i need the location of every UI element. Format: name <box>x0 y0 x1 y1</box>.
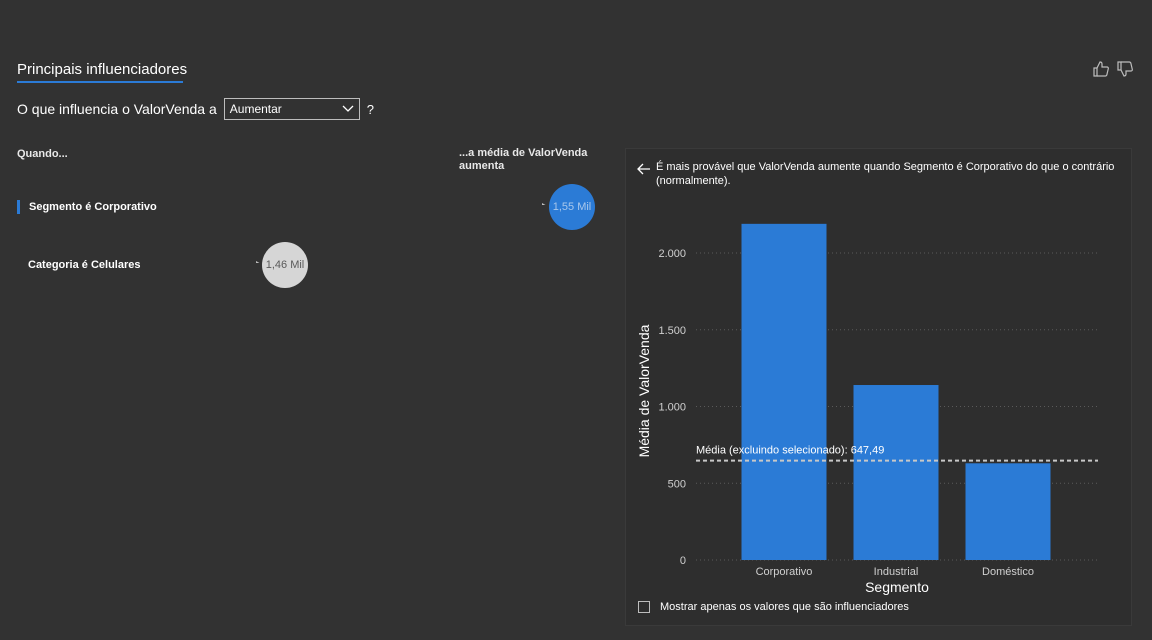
selection-indicator <box>17 200 20 214</box>
influence-bubble[interactable]: 1,55 Mil <box>549 184 595 230</box>
question-prefix: O que influencia o ValorVenda a <box>17 101 217 117</box>
help-icon[interactable]: ? <box>366 101 375 117</box>
x-tick-label: Doméstico <box>982 566 1034 578</box>
thumbs-down-icon[interactable] <box>1116 60 1134 78</box>
influencers-only-label: Mostrar apenas os valores que são influe… <box>660 601 909 613</box>
direction-dropdown[interactable]: Aumentar <box>223 98 360 120</box>
tab-active-indicator <box>17 81 183 83</box>
influencer-row-categoria[interactable]: Categoria é Celulares 1,46 Mil <box>17 242 607 292</box>
bar-corporativo <box>741 223 827 560</box>
column-header-when: Quando... <box>17 148 68 160</box>
influencer-label: Segmento é Corporativo <box>29 201 157 213</box>
influence-question: O que influencia o ValorVenda a Aumentar… <box>17 97 374 121</box>
x-tick-label: Corporativo <box>756 566 813 578</box>
influencers-only-checkbox[interactable] <box>638 601 650 613</box>
feedback-buttons <box>1092 60 1134 78</box>
influencer-label: Categoria é Celulares <box>28 259 141 271</box>
x-tick-label: Industrial <box>874 566 919 578</box>
influencer-row-segmento[interactable]: Segmento é Corporativo 1,55 Mil <box>17 184 607 234</box>
tab-key-influencers[interactable]: Principais influenciadores <box>17 61 188 78</box>
influence-bubble[interactable]: 1,46 Mil <box>262 242 308 288</box>
y-tick-label: 1.500 <box>658 325 686 337</box>
segment-bar-chart: 0 500 1.000 1.500 2.000 Corporativo Industrial… <box>636 223 1098 595</box>
connector-arrow <box>256 261 260 263</box>
influencer-detail-panel: É mais provável que ValorVenda aumente q… <box>625 148 1132 626</box>
x-axis-title: Segmento <box>865 579 929 595</box>
average-reference-label: Média (excluindo selecionado): 647,49 <box>696 445 884 457</box>
y-tick-label: 2.000 <box>658 248 686 260</box>
thumbs-up-icon[interactable] <box>1092 60 1110 78</box>
chevron-down-icon <box>342 102 354 116</box>
y-axis-title: Média de ValorVenda <box>636 324 652 457</box>
column-header-average: ...a média de ValorVenda aumenta <box>459 147 588 172</box>
back-arrow-icon[interactable] <box>636 161 652 177</box>
y-tick-label: 500 <box>668 478 686 490</box>
bar-doméstico <box>965 463 1051 560</box>
y-tick-label: 0 <box>680 555 686 567</box>
connector-arrow <box>542 203 546 205</box>
influencer-description: É mais provável que ValorVenda aumente q… <box>656 161 1115 187</box>
bar-industrial <box>853 385 939 560</box>
direction-dropdown-value: Aumentar <box>229 102 282 116</box>
y-tick-label: 1.000 <box>658 402 686 414</box>
influencers-only-toggle[interactable]: Mostrar apenas os valores que são influe… <box>638 601 909 613</box>
